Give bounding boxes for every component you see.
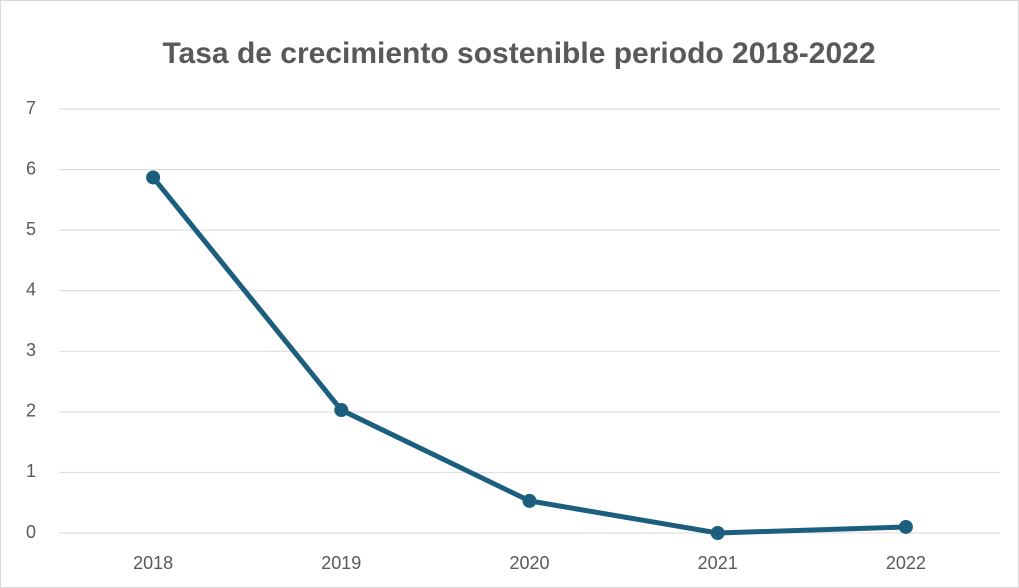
y-tick-label: 6 bbox=[26, 158, 36, 178]
y-tick-label: 0 bbox=[26, 522, 36, 542]
x-tick-label: 2020 bbox=[509, 553, 549, 573]
x-tick-label: 2018 bbox=[133, 553, 173, 573]
marker bbox=[522, 493, 537, 508]
x-tick-label: 2022 bbox=[886, 553, 926, 573]
y-tick-label: 5 bbox=[26, 219, 36, 239]
y-tick-label: 1 bbox=[26, 461, 36, 481]
y-tick-label: 2 bbox=[26, 401, 36, 421]
marker bbox=[710, 526, 725, 540]
marker bbox=[334, 403, 349, 418]
x-tick-label: 2021 bbox=[698, 553, 738, 573]
x-tick-label: 2019 bbox=[321, 553, 361, 573]
marker bbox=[898, 519, 913, 534]
y-tick-label: 7 bbox=[26, 98, 36, 118]
chart-title: Tasa de crecimiento sostenible periodo 2… bbox=[162, 37, 875, 70]
y-tick-label: 4 bbox=[26, 279, 36, 299]
marker bbox=[146, 170, 161, 185]
y-tick-label: 3 bbox=[26, 340, 36, 360]
